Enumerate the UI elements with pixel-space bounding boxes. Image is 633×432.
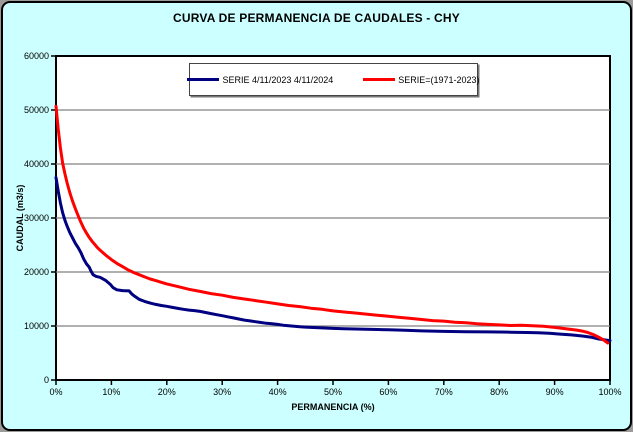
y-axis-tick-label: 30000 bbox=[23, 213, 49, 223]
series-line-1971-2023 bbox=[54, 104, 610, 345]
y-axis-tick-label: 20000 bbox=[23, 267, 49, 277]
y-axis-tick-label: 10000 bbox=[23, 321, 49, 331]
legend-item-2023-2024: SERIE 4/11/2023 4/11/2024 bbox=[187, 75, 333, 85]
x-axis-tick-label: 90% bbox=[545, 387, 564, 397]
series-line-2023-2024 bbox=[54, 176, 612, 343]
x-axis-tick-label: 80% bbox=[490, 387, 509, 397]
x-axis-tick-label: 10% bbox=[102, 387, 121, 397]
plot-area bbox=[51, 55, 612, 385]
x-axis-tick-label: 40% bbox=[268, 387, 287, 397]
x-axis-tick-label: 50% bbox=[323, 387, 342, 397]
x-axis-tick-label: 100% bbox=[598, 387, 622, 397]
x-axis-tick-label: 30% bbox=[213, 387, 232, 397]
legend: SERIE 4/11/2023 4/11/2024 SERIE=(1971-202… bbox=[187, 63, 480, 96]
y-axis-tick-label: 60000 bbox=[23, 51, 49, 61]
x-axis-tick-label: 70% bbox=[434, 387, 453, 397]
y-axis-title: CAUDAL (m3/s) bbox=[15, 184, 25, 252]
legend-label: SERIE 4/11/2023 4/11/2024 bbox=[222, 74, 334, 85]
x-axis-tick-label: 0% bbox=[49, 387, 63, 397]
y-axis-tick-label: 50000 bbox=[23, 105, 49, 115]
legend-line-swatch bbox=[363, 78, 396, 81]
y-axis-tick-label: 0 bbox=[43, 375, 49, 385]
legend-line-swatch bbox=[187, 78, 220, 81]
chart-title: CURVA DE PERMANENCIA DE CAUDALES - CHY bbox=[173, 11, 460, 25]
legend-item-1971-2023: SERIE=(1971-2023) bbox=[363, 74, 480, 85]
x-axis-tick-label: 60% bbox=[379, 387, 398, 397]
y-axis-tick-label: 40000 bbox=[23, 159, 49, 169]
x-axis-tick-label: 20% bbox=[157, 387, 176, 397]
legend-label: SERIE=(1971-2023) bbox=[398, 74, 480, 85]
x-axis-title: PERMANENCIA (%) bbox=[291, 402, 375, 412]
